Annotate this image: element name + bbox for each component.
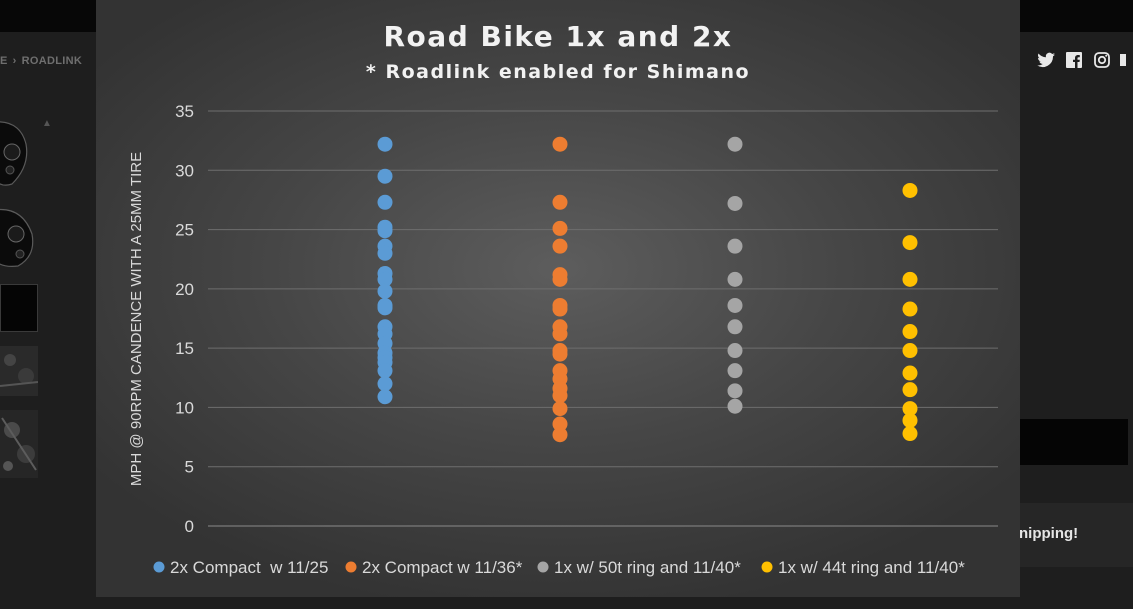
- data-point: [902, 412, 918, 428]
- chart-subtitle: * Roadlink enabled for Shimano: [366, 61, 750, 83]
- data-point: [552, 346, 568, 362]
- y-tick-label: 20: [175, 280, 194, 299]
- legend-label: 2x Compact w 11/36*: [362, 558, 523, 577]
- data-point: [552, 416, 568, 432]
- product-thumbnail-selected[interactable]: [0, 284, 38, 332]
- data-point: [902, 365, 918, 381]
- data-point: [377, 194, 393, 210]
- social-icons: [1036, 50, 1133, 70]
- menu-partial-icon[interactable]: [1120, 50, 1133, 70]
- legend-label: 1x w/ 50t ring and 11/40*: [554, 558, 741, 577]
- data-point: [377, 271, 393, 287]
- product-thumbnail[interactable]: [0, 346, 38, 396]
- data-point: [552, 427, 568, 443]
- shipping-text: nipping!: [1019, 525, 1079, 542]
- data-point: [727, 271, 743, 287]
- data-point: [902, 324, 918, 340]
- twitter-icon[interactable]: [1036, 50, 1056, 70]
- y-tick-label: 25: [175, 221, 194, 240]
- breadcrumb-partial-link[interactable]: E: [0, 55, 8, 67]
- data-point: [377, 223, 393, 239]
- data-point: [727, 363, 743, 379]
- facebook-icon[interactable]: [1064, 50, 1084, 70]
- data-point: [552, 326, 568, 342]
- y-tick-label: 35: [175, 102, 194, 121]
- series-3: [727, 136, 743, 414]
- product-thumbnail[interactable]: [0, 204, 38, 270]
- series-4: [902, 182, 918, 442]
- y-tick-label: 30: [175, 161, 194, 180]
- data-point: [727, 297, 743, 313]
- y-tick-label: 15: [175, 339, 194, 358]
- data-point: [902, 426, 918, 442]
- data-point: [902, 271, 918, 287]
- y-tick-label: 0: [185, 517, 194, 536]
- add-to-cart-button[interactable]: [1019, 419, 1128, 465]
- data-point: [377, 136, 393, 152]
- data-point: [552, 271, 568, 287]
- data-point: [552, 220, 568, 236]
- data-point: [552, 301, 568, 317]
- data-point: [377, 168, 393, 184]
- data-point: [727, 383, 743, 399]
- thumbnail-scroll-up-icon[interactable]: ▲: [42, 118, 52, 129]
- data-point: [552, 194, 568, 210]
- data-point: [377, 376, 393, 392]
- data-point: [727, 136, 743, 152]
- data-point: [377, 363, 393, 379]
- data-point: [902, 182, 918, 198]
- product-thumbnail[interactable]: [0, 410, 38, 478]
- chart: Road Bike 1x and 2x * Roadlink enabled f…: [128, 20, 998, 577]
- legend-marker: [537, 561, 549, 573]
- chart-data-points: [377, 136, 918, 443]
- data-point: [552, 401, 568, 417]
- series-1: [377, 136, 393, 405]
- legend-marker: [153, 561, 165, 573]
- data-point: [377, 245, 393, 261]
- shipping-banner: [1019, 503, 1133, 567]
- data-point: [377, 389, 393, 405]
- data-point: [552, 388, 568, 404]
- y-axis-label: MPH @ 90RPM CANDENCE WITH A 25MM TIRE: [128, 152, 145, 486]
- legend-label: 2x Compact w 11/25: [170, 558, 328, 577]
- data-point: [902, 301, 918, 317]
- data-point: [377, 283, 393, 299]
- breadcrumb-current: ROADLINK: [21, 55, 83, 67]
- data-point: [902, 382, 918, 398]
- chart-gridlines: [208, 110, 998, 527]
- chart-lightbox: Road Bike 1x and 2x * Roadlink enabled f…: [96, 0, 1020, 597]
- data-point: [727, 319, 743, 335]
- chart-title: Road Bike 1x and 2x: [384, 20, 733, 53]
- data-point: [552, 136, 568, 152]
- breadcrumb: E › ROADLINK: [0, 55, 82, 67]
- data-point: [727, 238, 743, 254]
- series-2: [552, 136, 568, 443]
- chart-legend: 2x Compact w 11/25 2x Compact w 11/36* 1x …: [153, 558, 965, 577]
- breadcrumb-separator: ›: [12, 55, 17, 67]
- data-point: [902, 343, 918, 359]
- legend-label: 1x w/ 44t ring and 11/40*: [778, 558, 965, 577]
- product-thumbnail[interactable]: [0, 118, 38, 190]
- data-point: [727, 398, 743, 414]
- y-tick-label: 10: [175, 398, 194, 417]
- legend-marker: [761, 561, 773, 573]
- data-point: [727, 343, 743, 359]
- y-axis-ticks: 0 5 10 15 20 25 30 35: [175, 102, 194, 536]
- y-tick-label: 5: [185, 458, 194, 477]
- data-point: [902, 401, 918, 417]
- legend-marker: [345, 561, 357, 573]
- data-point: [552, 238, 568, 254]
- instagram-icon[interactable]: [1092, 50, 1112, 70]
- data-point: [902, 235, 918, 251]
- data-point: [377, 300, 393, 316]
- data-point: [727, 195, 743, 211]
